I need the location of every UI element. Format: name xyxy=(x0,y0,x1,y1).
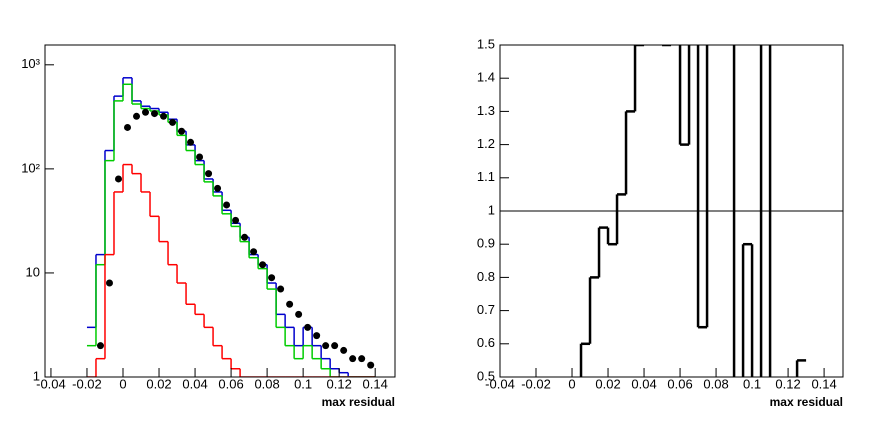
x-tick-label: 0.14 xyxy=(363,376,388,391)
y-tick-label: 0.6 xyxy=(477,335,495,350)
data-point xyxy=(259,261,267,269)
x-tick-label: 0.02 xyxy=(146,376,171,391)
y-tick-label: 1.4 xyxy=(477,70,495,85)
data-point xyxy=(105,279,113,287)
x-tick-label: 0.12 xyxy=(775,376,800,391)
data-point xyxy=(142,108,150,116)
frame xyxy=(44,44,396,378)
x-tick-label: 0 xyxy=(119,376,126,391)
x-tick-label: -0.04 xyxy=(485,376,515,391)
data-point xyxy=(178,127,186,135)
data-point xyxy=(349,355,357,363)
data-point xyxy=(196,153,204,161)
data-point xyxy=(114,175,122,183)
data-point xyxy=(241,233,249,241)
x-tick-label: -0.04 xyxy=(36,376,66,391)
y-tick-label: 10² xyxy=(21,160,40,175)
y-tick-label: 1.3 xyxy=(477,103,495,118)
y-tick-label: 0.8 xyxy=(477,269,495,284)
y-tick-label: 0.9 xyxy=(477,236,495,251)
plot-area xyxy=(86,77,376,377)
y-tick-label: 10³ xyxy=(21,56,40,71)
x-tick-label: 0.08 xyxy=(703,376,728,391)
data-point xyxy=(187,138,195,146)
y-tick-label: 1 xyxy=(33,368,40,383)
data-point xyxy=(223,201,231,209)
data-point xyxy=(133,112,141,120)
data-point xyxy=(151,110,159,118)
data-point xyxy=(205,170,213,178)
data-point xyxy=(358,355,366,363)
x-tick-label: 0.06 xyxy=(667,376,692,391)
y-tick-label: 0.7 xyxy=(477,302,495,317)
x-axis-label: max residual xyxy=(322,395,395,409)
x-tick-label: 0.12 xyxy=(327,376,352,391)
data-point xyxy=(96,342,104,350)
x-tick-label: -0.02 xyxy=(521,376,551,391)
x-tick-label: 0.14 xyxy=(811,376,836,391)
x-tick-label: 0.04 xyxy=(631,376,656,391)
data-point xyxy=(286,300,294,308)
data-point xyxy=(250,248,258,256)
data-point xyxy=(340,346,348,354)
x-tick-label: 0.04 xyxy=(182,376,207,391)
data-point xyxy=(295,310,303,318)
data-point xyxy=(277,285,285,293)
data-point xyxy=(322,342,330,350)
data-point xyxy=(169,118,177,126)
x-tick-label: -0.02 xyxy=(72,376,102,391)
data-point xyxy=(313,332,321,340)
x-tick-label: 0.1 xyxy=(294,376,312,391)
data-point xyxy=(214,184,222,192)
data-point xyxy=(304,323,312,331)
data-point xyxy=(268,274,276,282)
x-tick-label: 0.02 xyxy=(595,376,620,391)
y-tick-label: 0.5 xyxy=(477,368,495,383)
x-axis-label: max residual xyxy=(770,395,843,409)
x-tick-label: 0.1 xyxy=(743,376,761,391)
data-point xyxy=(367,361,375,369)
x-tick-label: 0.08 xyxy=(254,376,279,391)
plot-area xyxy=(500,45,843,377)
y-tick-label: 1.2 xyxy=(477,136,495,151)
y-tick-label: 1.1 xyxy=(477,169,495,184)
data-point xyxy=(160,112,168,120)
data-point xyxy=(124,123,132,131)
y-tick-label: 10 xyxy=(26,264,40,279)
y-tick-label: 1.5 xyxy=(477,36,495,51)
x-tick-label: 0.06 xyxy=(218,376,243,391)
y-tick-label: 1 xyxy=(488,202,495,217)
x-tick-label: 0 xyxy=(568,376,575,391)
data-point xyxy=(232,216,240,224)
data-point xyxy=(331,342,339,350)
